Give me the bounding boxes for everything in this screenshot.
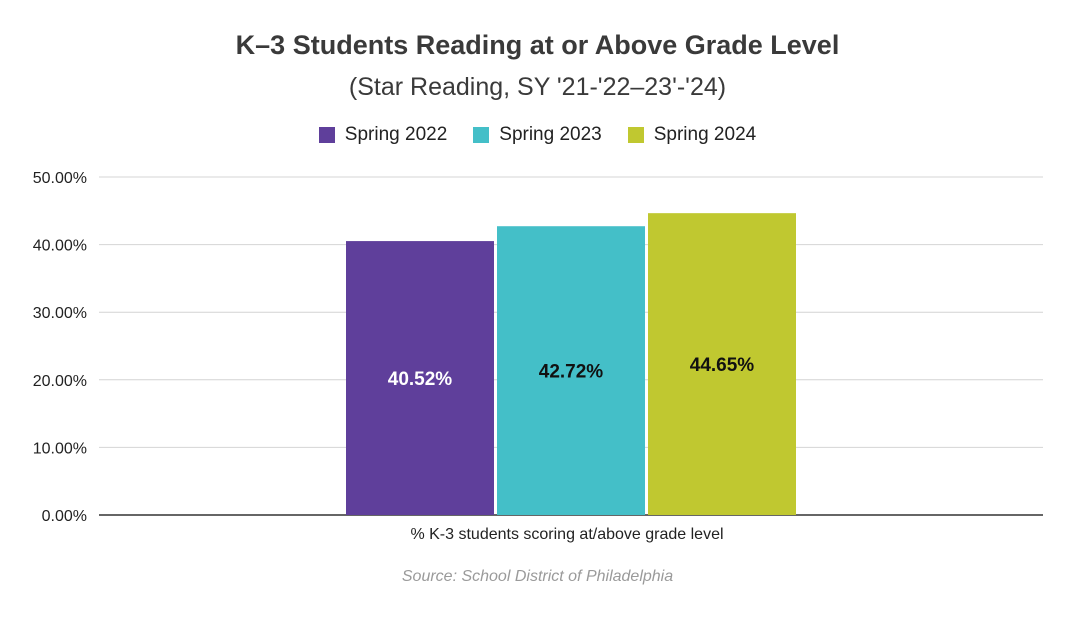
legend-label-spring-2022: Spring 2022 [344,124,448,145]
y-tick-label: 50.00% [33,170,87,187]
data-label: 40.52% [388,369,453,390]
bar-spring-2024 [648,213,796,515]
legend: Spring 2022 Spring 2023 Spring 2024 [0,124,1075,146]
y-tick-label: 40.00% [33,238,87,255]
bar-spring-2023 [497,226,645,515]
y-tick-label: 10.00% [33,440,87,457]
legend-item-spring-2022[interactable]: Spring 2022 [318,124,448,146]
data-label: 44.65% [690,355,755,376]
chart-source: Source: School District of Philadelphia [401,568,674,585]
x-category-label: % K-3 students scoring at/above grade le… [410,526,723,543]
y-tick-label: 0.00% [42,508,87,525]
chart-title: K–3 Students Reading at or Above Grade L… [235,30,840,60]
legend-swatch-spring-2024 [627,127,644,143]
y-tick-label: 20.00% [33,373,87,390]
legend-swatch-spring-2023 [473,127,490,143]
data-label: 42.72% [539,362,604,383]
legend-item-spring-2024[interactable]: Spring 2024 [627,124,757,146]
legend-item-spring-2023[interactable]: Spring 2023 [473,124,602,146]
y-tick-label: 30.00% [33,305,87,322]
legend-label-spring-2023: Spring 2023 [499,124,602,145]
chart-subtitle: (Star Reading, SY '21-'22–23'-'24) [348,73,727,101]
legend-swatch-spring-2022 [318,127,335,143]
legend-label-spring-2024: Spring 2024 [653,124,757,145]
bar-spring-2022 [346,241,494,516]
